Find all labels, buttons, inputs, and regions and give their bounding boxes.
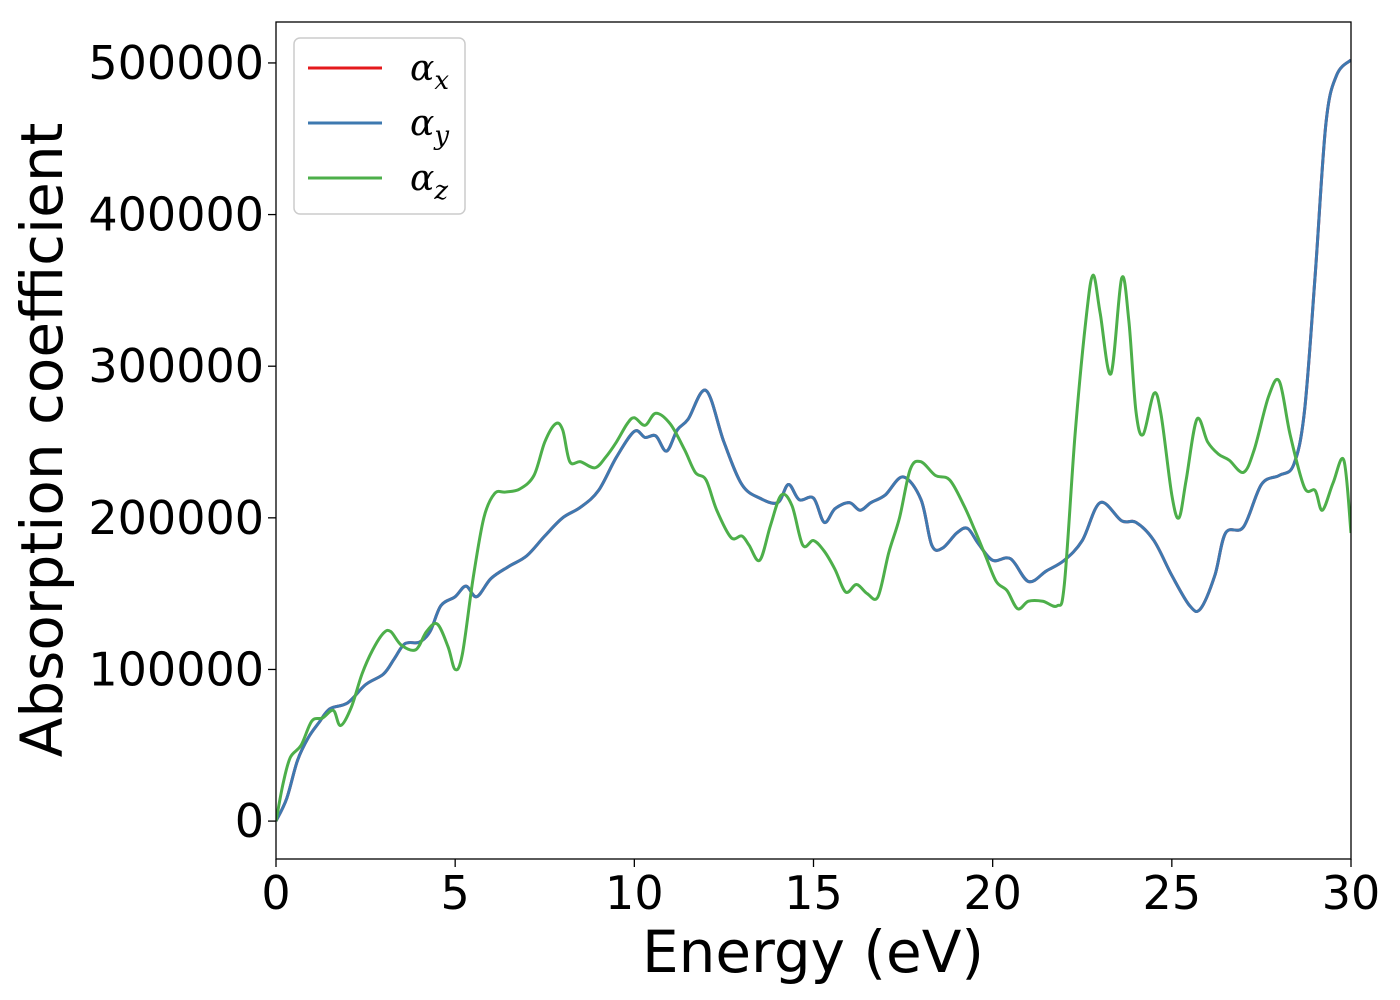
- y-axis: 0 100000 200000 300000 400000 500000: [88, 36, 276, 848]
- x-tick-label: 25: [1143, 866, 1202, 920]
- x-tick-label: 0: [261, 866, 290, 920]
- legend-label-main: α: [410, 158, 434, 199]
- legend-label-sub: x: [434, 66, 449, 96]
- legend-label-x: αx: [410, 48, 449, 96]
- y-tick-label: 100000: [88, 642, 264, 696]
- y-tick-label: 200000: [88, 491, 264, 545]
- legend-label-sub: z: [433, 176, 448, 206]
- y-tick-label: 300000: [88, 339, 264, 393]
- legend-label-z: αz: [410, 158, 448, 206]
- y-tick-label: 500000: [88, 36, 264, 90]
- series-line-y: [276, 58, 1351, 822]
- x-tick-label: 20: [963, 866, 1022, 920]
- x-axis: 0 5 10 15 20 25 30: [261, 859, 1380, 920]
- legend-label-main: α: [410, 103, 434, 144]
- x-tick-label: 10: [605, 866, 664, 920]
- series-layer: [276, 58, 1351, 822]
- y-axis-label: Absorption coefficient: [8, 123, 76, 758]
- x-axis-label: Energy (eV): [642, 918, 984, 986]
- x-tick-label: 5: [441, 866, 470, 920]
- y-tick-label: 400000: [88, 188, 264, 242]
- series-line-z: [276, 273, 1351, 822]
- y-tick-label: 0: [235, 794, 264, 848]
- legend-label-y: αy: [410, 103, 449, 151]
- legend-label-sub: y: [433, 121, 449, 151]
- x-tick-label: 15: [784, 866, 843, 920]
- legend-box: [293, 37, 466, 215]
- x-tick-label: 30: [1322, 866, 1381, 920]
- legend-label-main: α: [410, 48, 434, 89]
